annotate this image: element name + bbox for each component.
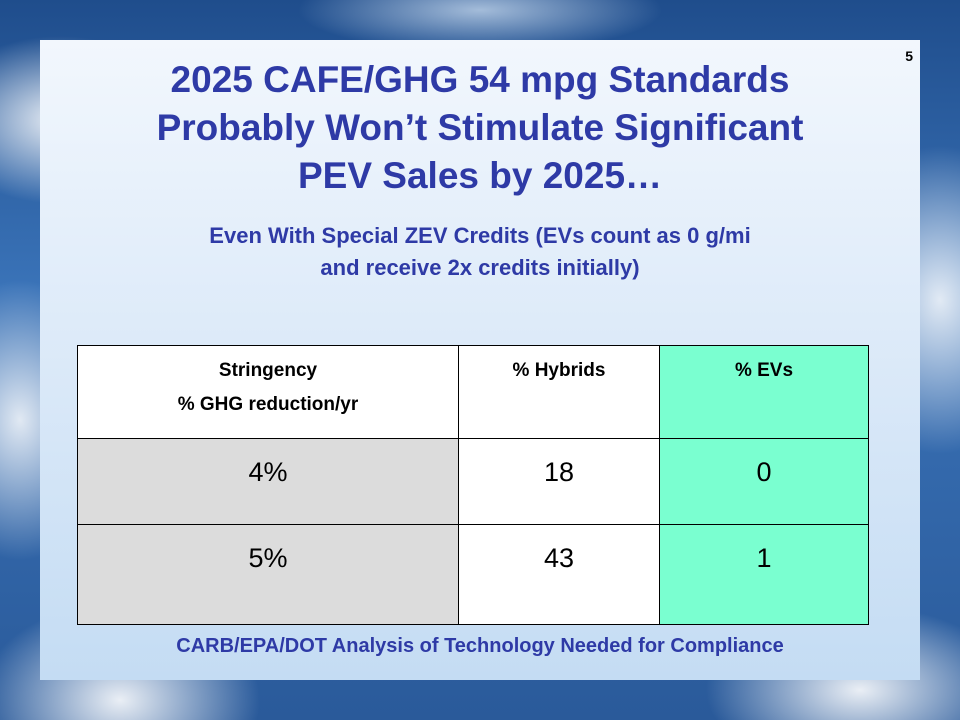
cell-evs: 1 bbox=[659, 524, 869, 625]
header-stringency-label: Stringency bbox=[218, 360, 318, 381]
slide-subtitle: Even With Special ZEV Credits (EVs count… bbox=[60, 220, 900, 284]
cell-hybrids: 43 bbox=[458, 524, 660, 625]
cell-stringency-value: 4% bbox=[248, 457, 288, 487]
cell-stringency: 5% bbox=[77, 524, 459, 625]
header-hybrids-label: % Hybrids bbox=[512, 360, 606, 381]
header-stringency: Stringency % GHG reduction/yr bbox=[77, 345, 459, 439]
subtitle-line-1: Even With Special ZEV Credits (EVs count… bbox=[209, 223, 751, 248]
slide-number: 5 bbox=[905, 48, 913, 64]
cell-stringency-value: 5% bbox=[248, 543, 288, 573]
table-row: 5% 43 1 bbox=[77, 524, 869, 625]
cell-stringency: 4% bbox=[77, 438, 459, 525]
header-evs: % EVs bbox=[659, 345, 869, 439]
title-line-2: Probably Won’t Stimulate Significant bbox=[156, 107, 804, 148]
table-row: 4% 18 0 bbox=[77, 438, 869, 525]
results-table: Stringency % GHG reduction/yr % Hybrids … bbox=[77, 345, 869, 625]
cell-evs-value: 1 bbox=[756, 543, 772, 573]
subtitle-line-2: and receive 2x credits initially) bbox=[320, 255, 640, 280]
source-footer: CARB/EPA/DOT Analysis of Technology Need… bbox=[176, 635, 784, 657]
cell-hybrids-value: 18 bbox=[543, 457, 575, 487]
cell-hybrids-value: 43 bbox=[543, 543, 575, 573]
title-line-3: PEV Sales by 2025… bbox=[297, 155, 663, 196]
cell-hybrids: 18 bbox=[458, 438, 660, 525]
header-evs-label: % EVs bbox=[734, 360, 794, 381]
cell-evs: 0 bbox=[659, 438, 869, 525]
table-header-row: Stringency % GHG reduction/yr % Hybrids … bbox=[77, 345, 869, 439]
slide-title: 2025 CAFE/GHG 54 mpg Standards Probably … bbox=[40, 56, 920, 200]
header-hybrids: % Hybrids bbox=[458, 345, 660, 439]
header-stringency-unit: % GHG reduction/yr bbox=[177, 394, 359, 415]
title-line-1: 2025 CAFE/GHG 54 mpg Standards bbox=[170, 59, 790, 100]
cell-evs-value: 0 bbox=[756, 457, 772, 487]
